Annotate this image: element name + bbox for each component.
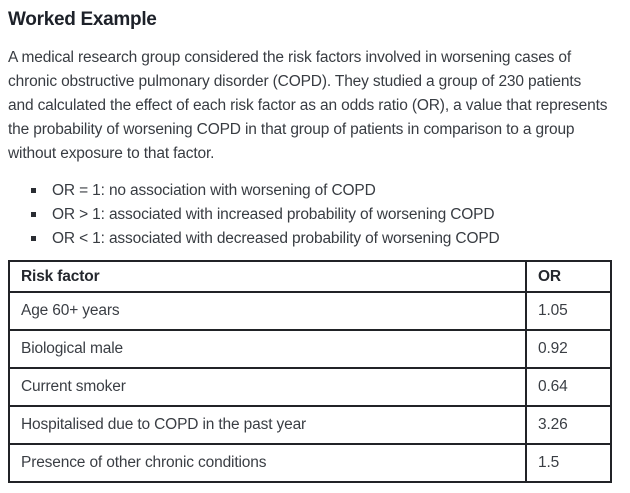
- intro-paragraph: A medical research group considered the …: [8, 49, 608, 162]
- risk-factor-cell: Age 60+ years: [8, 291, 527, 331]
- table-row: Age 60+ years 1.05: [8, 291, 612, 331]
- table-row: Presence of other chronic conditions 1.5: [8, 443, 612, 483]
- square-bullet-icon: [31, 188, 36, 193]
- or-cell: 1.5: [525, 443, 612, 483]
- header-or: OR: [525, 260, 612, 293]
- or-cell: 1.05: [525, 291, 612, 331]
- square-bullet-icon: [31, 212, 36, 217]
- table-row: Biological male 0.92: [8, 329, 612, 369]
- list-item: OR < 1: associated with decreased probab…: [8, 227, 620, 251]
- list-item: OR = 1: no association with worsening of…: [8, 179, 620, 203]
- or-cell: 0.92: [525, 329, 612, 369]
- or-definitions-list: OR = 1: no association with worsening of…: [8, 179, 620, 251]
- or-cell: 3.26: [525, 405, 612, 445]
- list-item: OR > 1: associated with increased probab…: [8, 203, 620, 227]
- table-header-row: Risk factor OR: [8, 260, 612, 293]
- list-item-text: OR = 1: no association with worsening of…: [52, 182, 376, 199]
- risk-factor-cell: Presence of other chronic conditions: [8, 443, 527, 483]
- square-bullet-icon: [31, 236, 36, 241]
- page-title: Worked Example: [8, 9, 157, 30]
- risk-factor-cell: Current smoker: [8, 367, 527, 407]
- list-item-text: OR > 1: associated with increased probab…: [52, 206, 495, 223]
- list-item-text: OR < 1: associated with decreased probab…: [52, 230, 500, 247]
- risk-factor-table: Risk factor OR Age 60+ years 1.05 Biolog…: [8, 260, 612, 483]
- or-cell: 0.64: [525, 367, 612, 407]
- table-row: Current smoker 0.64: [8, 367, 612, 407]
- header-risk-factor: Risk factor: [8, 260, 527, 293]
- risk-factor-cell: Hospitalised due to COPD in the past yea…: [8, 405, 527, 445]
- table-row: Hospitalised due to COPD in the past yea…: [8, 405, 612, 445]
- risk-factor-cell: Biological male: [8, 329, 527, 369]
